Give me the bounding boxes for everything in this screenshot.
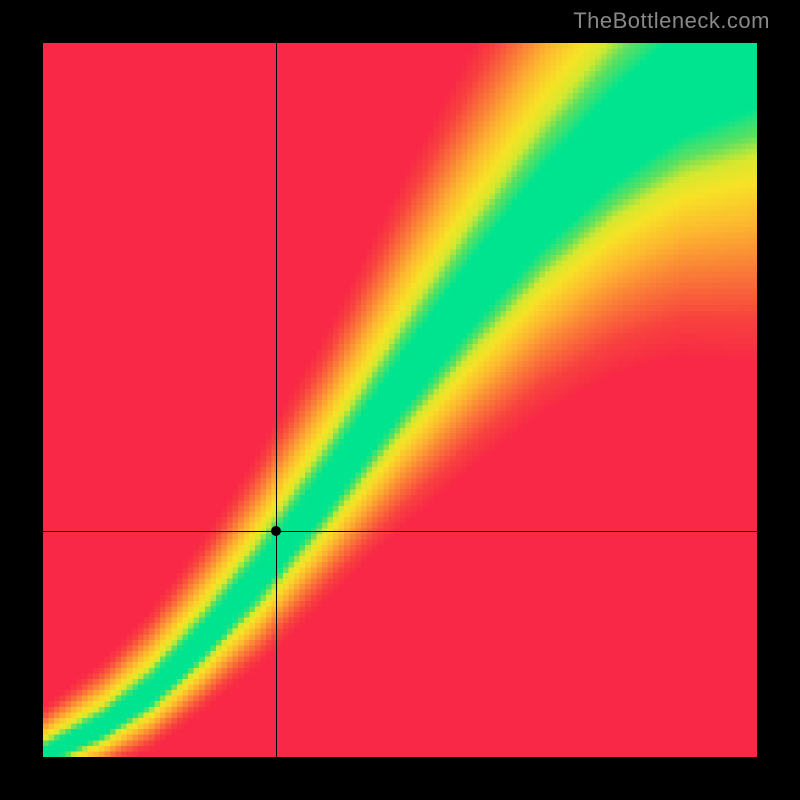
- crosshair-horizontal: [43, 531, 757, 532]
- heatmap-canvas: [43, 43, 757, 757]
- crosshair-vertical: [276, 43, 277, 757]
- marker-point: [271, 526, 281, 536]
- bottleneck-heatmap: [43, 43, 757, 757]
- watermark-text: TheBottleneck.com: [573, 8, 770, 34]
